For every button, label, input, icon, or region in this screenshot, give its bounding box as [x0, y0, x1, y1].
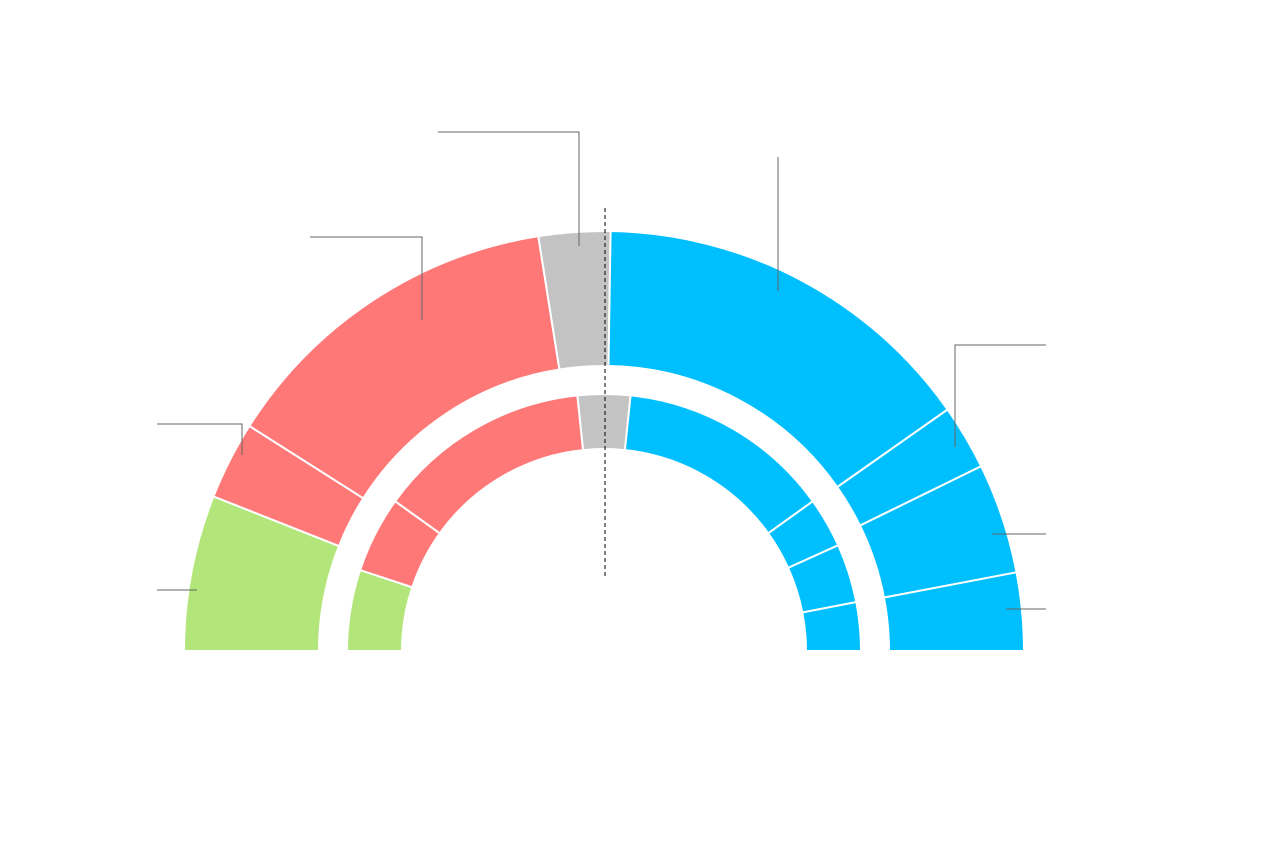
ring-segment: [882, 571, 1026, 652]
leader-line: [157, 423, 243, 455]
leader-line: [310, 236, 423, 320]
ring-segment: [801, 600, 863, 652]
ring-segment: [576, 393, 632, 452]
rings: [182, 230, 1026, 652]
leader-line: [438, 131, 580, 246]
leader-line: [954, 344, 1046, 447]
